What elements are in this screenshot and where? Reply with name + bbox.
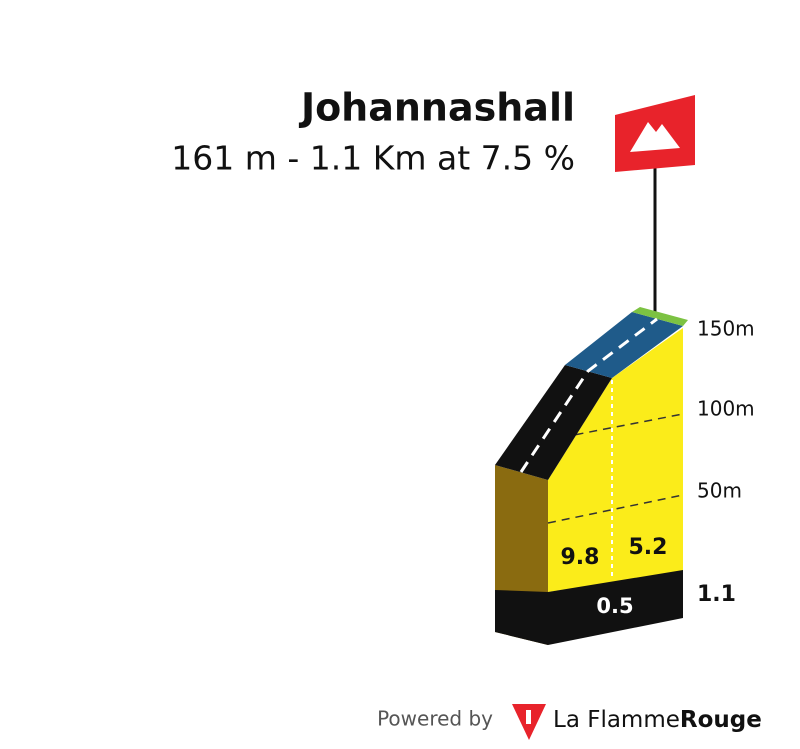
altitude-tick: 100m xyxy=(697,397,755,421)
altitude-tick: 150m xyxy=(697,317,755,341)
altitude-tick: 50m xyxy=(697,479,742,503)
climb-summary: 161 m - 1.1 Km at 7.5 % xyxy=(171,139,575,178)
segment-gradient: 5.2 xyxy=(629,535,668,560)
powered-by: Powered by xyxy=(377,707,493,731)
brand-logo xyxy=(512,704,546,740)
summit-flag xyxy=(615,95,695,318)
brand-light: La Flamme xyxy=(553,707,680,733)
end-km: 1.1 xyxy=(697,582,736,607)
start-km: 0.5 xyxy=(596,594,633,618)
climb-name: Johannashall xyxy=(298,86,575,130)
profile-body xyxy=(495,307,688,645)
brand-bold: Rouge xyxy=(680,707,762,733)
brand-name: La FlammeRouge xyxy=(553,707,762,733)
segment-gradient: 9.8 xyxy=(561,545,600,570)
